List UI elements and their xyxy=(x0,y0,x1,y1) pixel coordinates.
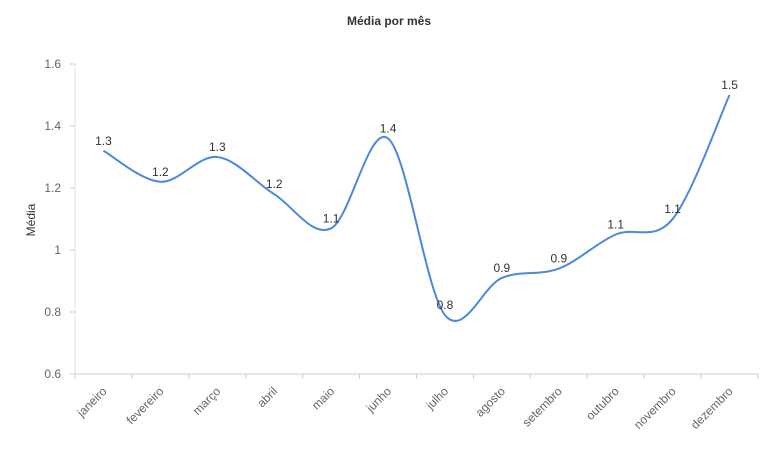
y-tick-label: 1 xyxy=(54,243,61,257)
data-label: 1.3 xyxy=(209,140,226,154)
chart-title: Média por mês xyxy=(347,14,431,28)
x-tick-label: fevereiro xyxy=(124,384,167,427)
data-point xyxy=(614,233,618,237)
data-label: 0.8 xyxy=(437,298,454,312)
data-label: 1.3 xyxy=(95,134,112,148)
data-point xyxy=(215,155,219,159)
x-tick-label: julho xyxy=(423,384,452,413)
data-label: 1.1 xyxy=(664,202,681,216)
data-point xyxy=(671,217,675,221)
x-axis-ticks: janeiro fevereiro março abril maio junho julho… xyxy=(73,374,759,432)
data-point xyxy=(443,313,447,317)
x-tick-label: abril xyxy=(254,384,280,410)
x-tick-label: dezembro xyxy=(688,384,736,432)
data-labels: 1.3 1.2 1.3 1.2 1.1 1.4 0.8 0.9 0.9 1.1 1.1 1.5 xyxy=(95,78,738,317)
y-tick-label: 1.2 xyxy=(44,181,61,195)
data-point xyxy=(329,226,333,230)
data-point xyxy=(386,136,390,140)
data-point xyxy=(101,149,105,153)
x-tick-label: janeiro xyxy=(73,384,109,420)
x-tick-label: junho xyxy=(363,384,395,416)
x-tick-label: março xyxy=(190,384,224,418)
data-label: 1.1 xyxy=(323,211,340,225)
data-point xyxy=(557,267,561,271)
x-tick-label: novembro xyxy=(631,384,679,432)
data-label: 1.4 xyxy=(380,121,397,135)
y-tick-label: 0.8 xyxy=(44,305,61,319)
data-point xyxy=(272,192,276,196)
y-tick-label: 1.6 xyxy=(44,57,61,71)
x-tick-label: setembro xyxy=(520,384,566,430)
y-axis-label: Média xyxy=(24,203,38,236)
x-tick-label: maio xyxy=(309,384,338,413)
data-label: 1.2 xyxy=(152,165,169,179)
x-tick-label: agosto xyxy=(473,384,509,420)
data-point xyxy=(500,276,504,280)
data-label: 0.9 xyxy=(494,261,511,275)
data-label: 0.9 xyxy=(550,252,567,266)
series-line xyxy=(102,94,731,322)
data-label: 1.5 xyxy=(721,78,738,92)
data-point xyxy=(158,180,162,184)
data-label: 1.2 xyxy=(266,177,283,191)
data-point xyxy=(728,93,732,97)
y-tick-label: 0.6 xyxy=(44,367,61,381)
y-tick-label: 1.4 xyxy=(44,119,61,133)
x-tick-label: outubro xyxy=(583,384,622,423)
y-axis-ticks: 0.6 0.8 1 1.2 1.4 1.6 xyxy=(44,57,75,381)
data-label: 1.1 xyxy=(607,218,624,232)
